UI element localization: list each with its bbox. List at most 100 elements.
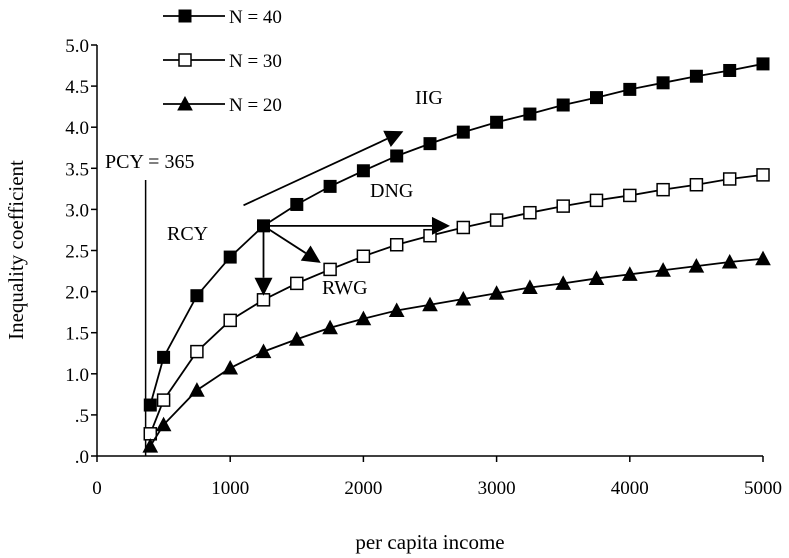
series-group <box>142 57 771 453</box>
data-point <box>322 319 338 335</box>
data-point <box>290 197 304 211</box>
legend: N = 40 N = 30 N = 20 <box>163 7 282 116</box>
data-point <box>388 302 405 318</box>
data-point <box>488 285 505 300</box>
data-point <box>490 115 504 129</box>
legend-item-3: N = 20 <box>163 95 282 116</box>
pcy-label: PCY = 365 <box>105 151 194 173</box>
data-point <box>142 438 159 453</box>
data-point <box>756 57 770 71</box>
axes: 0 1000 2000 3000 4000 5000 .0 .5 1.0 1.5 2.0 2.5 3.… <box>65 36 782 499</box>
data-point <box>522 279 538 294</box>
data-point <box>390 149 404 163</box>
data-point <box>721 253 738 269</box>
legend-label: N = 30 <box>229 51 282 72</box>
data-point <box>143 398 157 412</box>
y-tick-label: 3.5 <box>65 159 89 180</box>
data-point <box>156 393 171 407</box>
data-point <box>656 76 670 90</box>
data-point <box>455 290 472 306</box>
annotation-rwg: RWG <box>322 277 368 299</box>
data-point <box>223 250 237 264</box>
data-point <box>623 188 637 203</box>
data-point <box>190 344 204 359</box>
arrow-rwg <box>263 225 321 263</box>
y-tick-label: .5 <box>75 406 89 427</box>
data-point <box>157 350 171 364</box>
series-3 <box>142 250 771 453</box>
data-point <box>189 382 205 397</box>
legend-label: N = 20 <box>229 95 282 116</box>
y-tick-label: 3.0 <box>65 200 89 221</box>
y-tick-label: 2.5 <box>65 242 89 263</box>
y-axis-title: Inequality coefficient <box>4 160 28 340</box>
data-point <box>323 262 337 277</box>
x-tick-label: 2000 <box>344 478 382 499</box>
y-tick-label: 4.5 <box>65 77 89 98</box>
data-point <box>178 53 192 67</box>
annotation-iig: IIG <box>415 87 443 109</box>
y-tick-label: 2.0 <box>65 283 89 304</box>
data-point <box>688 258 705 273</box>
data-point <box>623 82 637 96</box>
annotations: RCY IIG DNG RWG <box>167 87 450 299</box>
y-tick-label: 4.0 <box>65 118 89 139</box>
annotation-dng: DNG <box>370 180 413 202</box>
data-point <box>423 137 437 151</box>
y-tick-label: .0 <box>75 447 89 468</box>
data-point <box>190 289 204 303</box>
data-point <box>555 275 572 290</box>
data-point <box>756 168 770 182</box>
data-point <box>588 270 605 285</box>
x-axis-title: per capita income <box>355 530 504 554</box>
data-point <box>178 9 192 23</box>
arrow-down <box>254 225 273 296</box>
series-1 <box>143 57 770 412</box>
data-point <box>523 107 537 121</box>
data-point <box>389 237 404 252</box>
legend-label: N = 40 <box>229 7 282 28</box>
annotation-rcy: RCY <box>167 223 208 245</box>
legend-item-2: N = 30 <box>163 51 282 72</box>
x-ticks: 0 1000 2000 3000 4000 5000 <box>92 456 782 499</box>
data-point <box>589 193 604 208</box>
series-line <box>149 257 764 447</box>
data-point <box>356 164 370 178</box>
x-tick-label: 4000 <box>611 478 649 499</box>
x-tick-label: 1000 <box>211 478 249 499</box>
data-point <box>621 266 638 281</box>
data-point <box>723 63 737 77</box>
y-tick-label: 1.0 <box>65 365 89 386</box>
arrow-iig <box>243 130 404 207</box>
data-point <box>323 179 337 193</box>
y-tick-label: 1.5 <box>65 324 89 345</box>
data-point <box>489 213 504 227</box>
data-point <box>290 276 304 291</box>
data-point <box>556 98 570 112</box>
data-point <box>456 220 471 235</box>
data-point <box>755 250 771 266</box>
data-point <box>689 69 703 83</box>
data-point <box>288 331 305 346</box>
data-point <box>523 205 537 220</box>
data-point <box>556 199 570 213</box>
data-point <box>222 359 239 375</box>
y-tick-label: 5.0 <box>65 36 89 57</box>
arrow-dng <box>263 216 450 235</box>
data-point <box>255 343 272 359</box>
data-point <box>223 313 237 328</box>
data-point <box>177 95 193 111</box>
data-point <box>456 125 470 139</box>
data-point <box>655 262 671 277</box>
data-point <box>356 249 371 264</box>
data-point <box>422 296 438 312</box>
data-point <box>155 416 172 432</box>
data-point <box>355 310 372 326</box>
x-tick-label: 3000 <box>478 478 516 499</box>
data-point <box>590 91 603 105</box>
y-ticks: .0 .5 1.0 1.5 2.0 2.5 3.0 3.5 4.0 4.5 5.0 <box>65 36 97 468</box>
x-tick-label: 0 <box>92 478 102 499</box>
data-point <box>722 172 737 186</box>
x-tick-label: 5000 <box>744 478 782 499</box>
